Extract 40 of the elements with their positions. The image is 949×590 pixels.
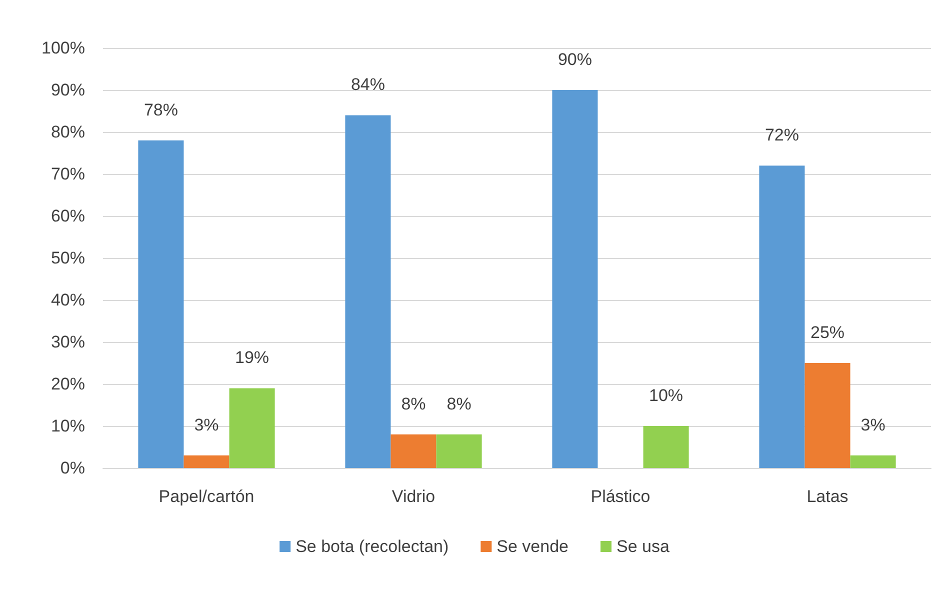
bar xyxy=(850,455,896,468)
y-tick-label: 0% xyxy=(60,458,85,478)
y-tick-label: 30% xyxy=(50,332,85,352)
bar xyxy=(552,90,598,468)
y-tick-label: 50% xyxy=(50,248,85,268)
y-tick-label: 40% xyxy=(50,290,85,310)
data-label: 90% xyxy=(558,50,592,69)
data-label: 72% xyxy=(764,126,799,145)
data-label: 84% xyxy=(350,75,385,94)
bar xyxy=(229,388,275,468)
x-tick-label: Latas xyxy=(806,487,848,506)
data-label: 19% xyxy=(235,348,270,368)
legend-label: Se vende xyxy=(496,537,569,556)
y-tick-label: 20% xyxy=(50,374,85,394)
y-tick-label: 90% xyxy=(50,80,85,100)
bar xyxy=(390,434,436,468)
y-tick-label: 100% xyxy=(42,38,85,58)
data-label: 8% xyxy=(401,394,426,414)
x-tick-label: Vidrio xyxy=(392,487,436,506)
x-tick-label: Papel/cartón xyxy=(158,487,254,506)
data-label: 3% xyxy=(860,415,886,434)
y-tick-label: 80% xyxy=(50,122,85,142)
data-label: 10% xyxy=(649,386,684,405)
legend-label: Se usa xyxy=(616,537,670,556)
bar xyxy=(184,455,230,468)
data-label: 78% xyxy=(144,100,178,120)
bar xyxy=(345,115,391,468)
data-label: 3% xyxy=(194,415,219,434)
bar xyxy=(436,434,482,468)
data-label: 8% xyxy=(446,394,472,414)
data-label: 25% xyxy=(810,323,845,342)
bar xyxy=(643,426,689,468)
x-tick-label: Plástico xyxy=(590,487,650,506)
y-tick-label: 10% xyxy=(50,416,85,436)
legend-label: Se bota (recolectan) xyxy=(296,537,449,556)
bar xyxy=(759,166,805,468)
bar xyxy=(804,363,850,468)
y-tick-label: 60% xyxy=(50,206,85,226)
bar xyxy=(138,140,184,468)
y-tick-label: 70% xyxy=(50,164,85,184)
